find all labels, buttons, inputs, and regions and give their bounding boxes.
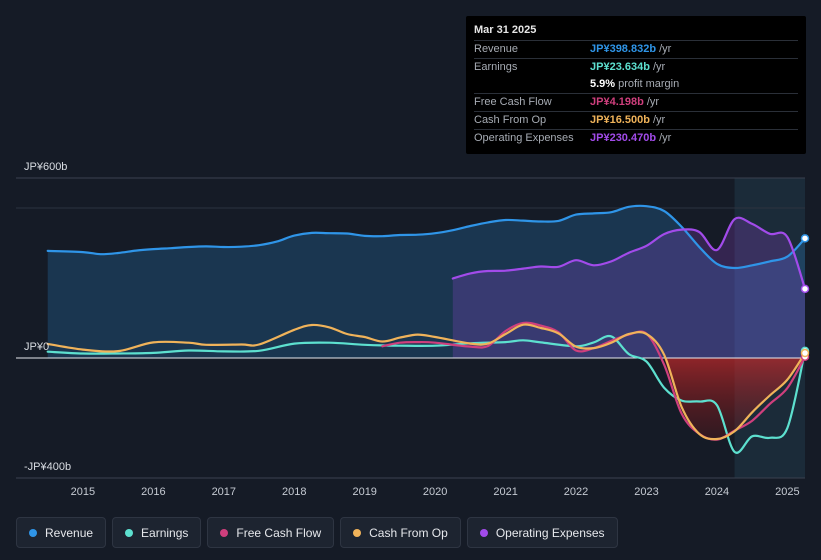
legend-label: Revenue	[45, 525, 94, 540]
x-tick-2019: 2019	[352, 486, 376, 498]
legend-item-operating-expenses[interactable]: Operating Expenses	[466, 517, 618, 548]
x-tick-2015: 2015	[71, 486, 95, 498]
legend-label: Cash From Op	[369, 525, 448, 540]
tooltip-row-operating-expenses: Operating Expenses JP¥230.470b/yr	[474, 129, 798, 147]
earnings-line	[46, 334, 807, 454]
x-tick-2016: 2016	[141, 486, 165, 498]
tooltip-row-unit: /yr	[659, 43, 672, 55]
tooltip-row-value: JP¥16.500b	[590, 114, 650, 126]
tooltip-row-cash-from-op: Cash From Op JP¥16.500b/yr	[474, 111, 798, 129]
tooltip-row-value: JP¥398.832b	[590, 43, 657, 55]
legend-dot-icon	[353, 528, 362, 537]
x-tick-2020: 2020	[423, 486, 447, 498]
operating-expenses-line	[451, 216, 807, 290]
tooltip-row-unit: /yr	[659, 132, 672, 144]
legend-item-revenue[interactable]: Revenue	[16, 517, 107, 548]
plot-background	[16, 178, 805, 478]
tooltip-row-label	[474, 76, 590, 93]
tooltip-row-unit: /yr	[652, 61, 666, 73]
loss-area	[664, 358, 805, 440]
tooltip-row-unit: profit margin	[618, 78, 680, 90]
x-tick-2021: 2021	[493, 486, 517, 498]
cash-from-op-line	[46, 323, 807, 441]
legend-dot-icon	[479, 528, 488, 537]
x-tick-2024: 2024	[705, 486, 729, 498]
y-axis-zero-label: JP¥0	[24, 341, 49, 353]
operating-expenses-area	[452, 217, 805, 358]
revenue-area	[47, 205, 805, 358]
legend-dot-icon	[29, 528, 37, 537]
tooltip-row-label: Earnings	[474, 61, 518, 73]
tooltip-row-value: JP¥23.634b	[590, 61, 650, 73]
tooltip-row-label: Cash From Op	[474, 114, 547, 126]
revenue-end-marker	[800, 234, 810, 243]
x-tick-2017: 2017	[212, 486, 236, 498]
forecast-region	[734, 178, 805, 478]
y-axis-bottom-label: -JP¥400b	[24, 461, 71, 473]
legend-item-cash-from-op[interactable]: Cash From Op	[340, 517, 461, 548]
legend-label: Free Cash Flow	[236, 525, 322, 540]
chart-legend: Revenue Earnings Free Cash Flow Cash From O…	[16, 517, 618, 548]
x-tick-2018: 2018	[282, 486, 306, 498]
revenue-line	[46, 204, 807, 270]
legend-label: Operating Expenses	[495, 525, 605, 540]
operating-expenses-end-marker	[800, 284, 810, 294]
legend-item-earnings[interactable]: Earnings	[112, 517, 202, 548]
tooltip-row-unit: /yr	[652, 114, 666, 126]
tooltip-row-label: Free Cash Flow	[474, 96, 552, 108]
cash-from-op-end-marker	[800, 348, 810, 358]
x-tick-2022: 2022	[564, 486, 588, 498]
tooltip-row-value: 5.9%	[590, 78, 616, 90]
y-axis-top-label: JP¥600b	[24, 161, 67, 173]
x-tick-2023: 2023	[634, 486, 658, 498]
tooltip-row-profit-margin: 5.9% profit margin	[474, 76, 798, 93]
tooltip-row-label: Operating Expenses	[474, 132, 574, 144]
tooltip-row-earnings: Earnings JP¥23.634b/yr	[474, 58, 798, 76]
tooltip-row-label: Revenue	[474, 43, 519, 55]
legend-dot-icon	[125, 528, 134, 537]
tooltip-panel: Mar 31 2025 Revenue JP¥398.832b/yr Earning…	[466, 16, 806, 154]
legend-label: Earnings	[141, 525, 189, 540]
legend-dot-icon	[220, 528, 229, 537]
tooltip-date: Mar 31 2025	[474, 24, 537, 36]
tooltip-row-revenue: Revenue JP¥398.832b/yr	[474, 40, 798, 58]
legend-item-free-cash-flow[interactable]: Free Cash Flow	[207, 517, 335, 548]
tooltip-row-unit: /yr	[646, 96, 660, 108]
tooltip-row-value: JP¥4.198b	[590, 96, 644, 108]
tooltip-row-free-cash-flow: Free Cash Flow JP¥4.198b/yr	[474, 93, 798, 111]
x-tick-2025: 2025	[775, 486, 799, 498]
tooltip-row-value: JP¥230.470b	[590, 132, 657, 144]
